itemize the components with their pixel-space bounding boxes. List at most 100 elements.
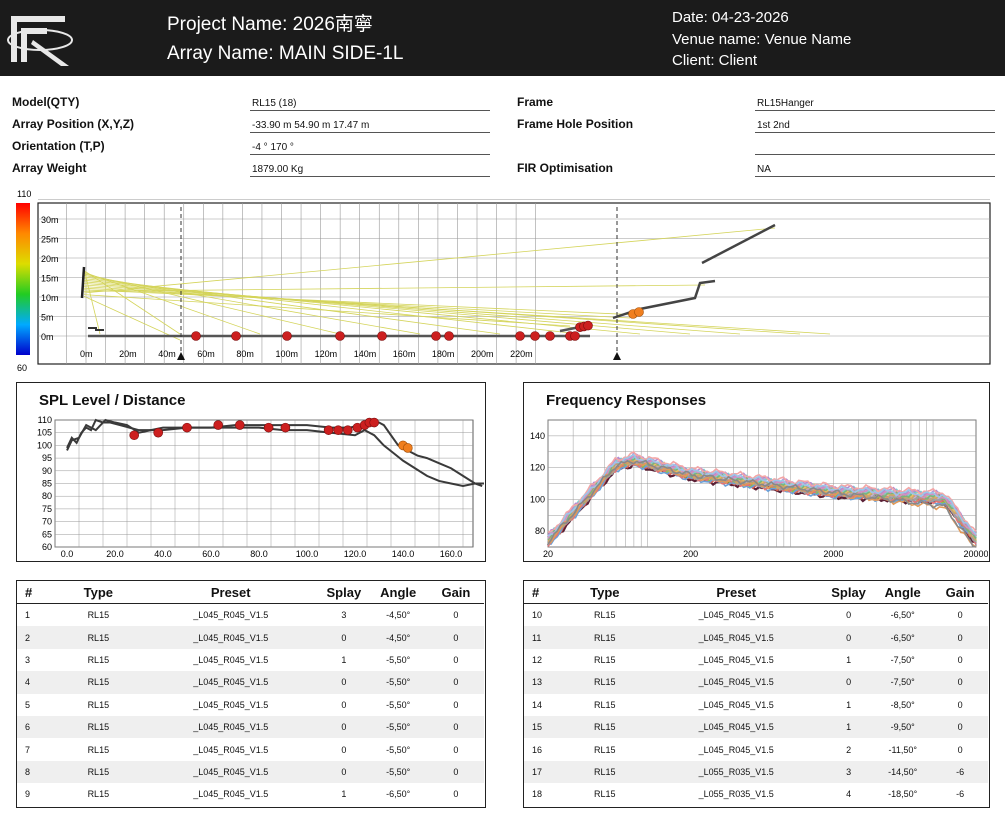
cell-num: 11 (524, 626, 562, 649)
spl-point-red (182, 422, 192, 433)
spl-x-tick: 0.0 (61, 549, 74, 559)
cell-num: 13 (524, 671, 562, 694)
cell-num: 16 (532, 744, 543, 755)
listener-point-orange (634, 307, 644, 317)
cell-splay: 0 (319, 626, 369, 649)
cell-preset: _L045_R045_V1.5 (648, 626, 824, 649)
cell-splay: 1 (846, 699, 852, 710)
spl-x-tick: 140.0 (392, 549, 415, 559)
cell-preset: _L045_R045_V1.5 (142, 671, 320, 694)
cell-gain: 0 (453, 654, 459, 665)
cell-gain: 0 (932, 626, 988, 649)
array-weight-value: 1879.00 Kg (250, 161, 490, 177)
section-x-tick: 40m (158, 349, 176, 359)
spl-chart: 110 105 100 95 90 85 80 75 70 65 60 0.0 20.0 40.0 60.0… (37, 415, 484, 559)
cell-angle: -6,50° (890, 610, 915, 621)
spl-point-red (235, 420, 245, 430)
spl-x-tick: 20.0 (106, 549, 124, 559)
ray (83, 287, 631, 319)
section-y-tick: 0m (41, 332, 54, 342)
spl-point-red (263, 422, 274, 433)
section-x-tick: 220m (510, 349, 533, 359)
speaker-array (80, 266, 86, 299)
cell-splay: 0 (823, 671, 874, 694)
cell-type: RL15 (594, 654, 616, 665)
section-view: 110 60 30m 25m 20m 15m 10m 5m 0m 0m 20m 40m 60m 80… (16, 189, 991, 373)
cell-angle: -5,50° (368, 760, 428, 784)
cell-angle: -18,50° (888, 789, 918, 800)
cell-num: 9 (25, 789, 31, 800)
cell-type: RL15 (594, 610, 616, 621)
frame-extra-line (755, 139, 995, 155)
cell-type: RL15 (87, 789, 110, 800)
listener-point-red (545, 331, 555, 341)
frame-hole-label: Frame Hole Position (517, 117, 634, 131)
cell-gain: 0 (957, 654, 963, 665)
section-marker-triangle (177, 352, 185, 360)
spl-y-tick: 85 (42, 479, 52, 489)
header-splay: Splay (319, 581, 369, 604)
ray (83, 286, 831, 335)
table-row: 18 RL15 _L055_R035_V1.5 4 -18,50° -6 (524, 783, 988, 805)
header-num: # (17, 581, 55, 604)
cell-preset: _L045_R045_V1.5 (193, 744, 269, 755)
cell-num: 4 (17, 671, 55, 694)
upper-balcony-line (701, 223, 776, 265)
spl-x-tick: 100.0 (296, 549, 319, 559)
ray (83, 283, 741, 335)
cell-gain: -6 (932, 760, 988, 784)
cell-splay: 2 (846, 744, 852, 755)
section-x-tick: 160m (393, 349, 416, 359)
cell-splay: 0 (823, 626, 874, 649)
header-preset: Preset (648, 581, 824, 604)
listener-point-red (530, 331, 540, 341)
spl-y-tick: 105 (37, 428, 52, 438)
header-gain: Gain (427, 581, 484, 604)
orientation-value: -4 ° 170 ° (250, 139, 490, 155)
cell-angle: -8,50° (890, 699, 915, 710)
table-row: 7 RL15 _L045_R045_V1.5 0 -5,50° 0 (17, 738, 484, 760)
table-row: 15 RL15 _L045_R045_V1.5 1 -9,50° 0 (524, 715, 988, 739)
header-type: Type (561, 581, 649, 604)
fir-label: FIR Optimisation (517, 161, 613, 175)
cell-angle: -5,50° (386, 654, 411, 665)
frame-hole-value: 1st 2nd (755, 117, 995, 133)
ray (83, 268, 101, 335)
cell-angle: -5,50° (386, 699, 411, 710)
section-marker-triangle (613, 352, 621, 360)
cell-type: RL15 (594, 744, 616, 755)
cell-preset: _L045_R045_V1.5 (698, 610, 774, 621)
table-row: 3 RL15 _L045_R045_V1.5 1 -5,50° 0 (17, 649, 484, 671)
fir-value: NA (755, 161, 995, 177)
cell-num: 7 (25, 744, 31, 755)
ray (83, 284, 706, 292)
array-position-label: Array Position (X,Y,Z) (12, 117, 135, 131)
cell-splay: 0 (319, 760, 369, 784)
freq-x-tick: 200 (683, 549, 698, 559)
cell-splay: 0 (846, 610, 852, 621)
stage-edge (88, 327, 104, 331)
cell-num: 2 (17, 626, 55, 649)
table-header-row: # Type Preset Splay Angle Gain (524, 581, 988, 604)
ray (83, 294, 571, 327)
spl-y-tick: 100 (37, 440, 52, 450)
cell-type: RL15 (87, 699, 110, 710)
cell-splay: 3 (823, 760, 874, 784)
freq-x-tick: 20000 (963, 549, 988, 559)
table-row: 5 RL15 _L045_R045_V1.5 0 -5,50° 0 (17, 694, 484, 716)
ray (83, 295, 181, 341)
table-row: 17 RL15 _L055_R035_V1.5 3 -14,50° -6 (524, 760, 988, 784)
ray (83, 279, 641, 335)
freq-y-tick: 100 (530, 494, 545, 504)
spl-y-tick: 60 (42, 542, 52, 552)
spl-y-tick: 80 (42, 491, 52, 501)
cell-num: 10 (532, 610, 543, 621)
listener-point-red (570, 331, 580, 341)
spl-point-red (213, 420, 223, 430)
cell-gain: 0 (957, 699, 963, 710)
array-name: Array Name: MAIN SIDE-1L (167, 43, 404, 64)
cell-angle: -5,50° (386, 744, 411, 755)
cell-angle: -5,50° (368, 715, 428, 739)
table-row: 2 RL15 _L045_R045_V1.5 0 -4,50° 0 (17, 626, 484, 649)
cell-num: 12 (532, 654, 543, 665)
